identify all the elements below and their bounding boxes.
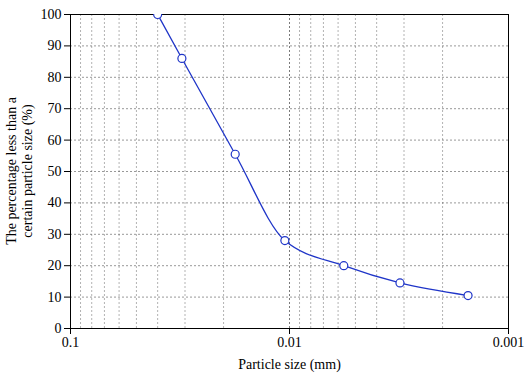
svg-text:100: 100 [41, 7, 62, 22]
svg-text:The percentage less than acert: The percentage less than acertain partic… [4, 96, 36, 244]
svg-text:0.1: 0.1 [62, 335, 80, 350]
svg-text:0: 0 [55, 321, 62, 336]
svg-text:0.01: 0.01 [277, 335, 302, 350]
svg-text:0.001: 0.001 [493, 335, 525, 350]
svg-text:90: 90 [48, 38, 62, 53]
svg-text:30: 30 [48, 227, 62, 242]
svg-text:60: 60 [48, 133, 62, 148]
svg-text:50: 50 [48, 164, 62, 179]
svg-text:40: 40 [48, 195, 62, 210]
svg-text:70: 70 [48, 101, 62, 116]
svg-text:10: 10 [48, 290, 62, 305]
svg-text:Particle size (mm): Particle size (mm) [238, 357, 341, 373]
svg-text:20: 20 [48, 258, 62, 273]
svg-text:80: 80 [48, 70, 62, 85]
